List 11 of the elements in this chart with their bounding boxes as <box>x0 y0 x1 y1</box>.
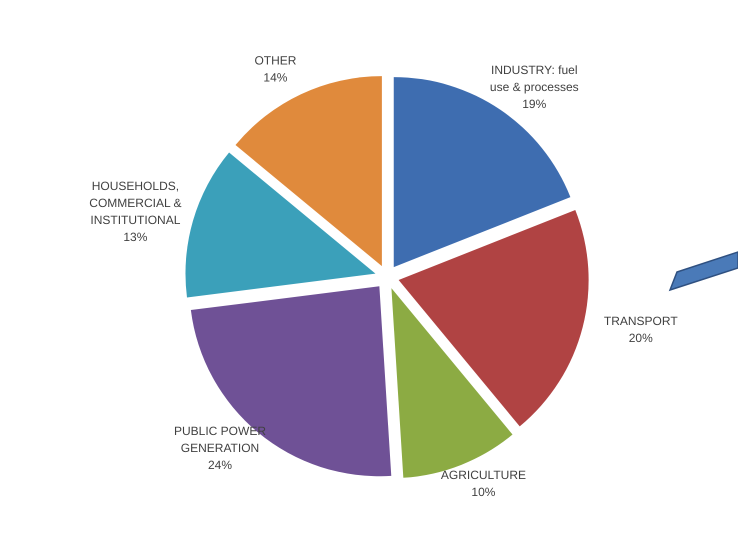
data-label: 20% <box>628 331 654 346</box>
data-label: 10% <box>471 485 496 500</box>
slice-label: TRANSPORT <box>604 314 678 328</box>
data-label: 14% <box>263 70 288 85</box>
slice-label: OTHER <box>254 54 297 68</box>
slice-label: INDUSTRY: fuel use & processes <box>490 63 579 94</box>
slice-label: AGRICULTURE <box>440 468 526 482</box>
data-label: 24% <box>208 458 232 472</box>
data-label: 19% <box>522 97 547 112</box>
data-label: 13% <box>123 230 148 244</box>
slice-label: HOUSEHOLDS, COMMERCIAL & INSTITUTIONAL <box>89 178 182 227</box>
